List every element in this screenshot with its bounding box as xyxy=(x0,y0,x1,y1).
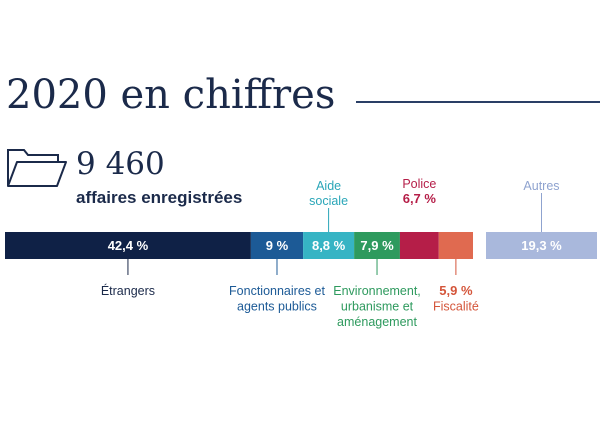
category-label-fonctionnaires-et-agents-publics: agents publics xyxy=(237,300,317,314)
bar-etrangers xyxy=(5,232,251,259)
category-label-environnement-urbanisme-et-amenagement: Environnement, xyxy=(333,284,421,298)
title-rule xyxy=(356,101,600,103)
chart-title: 2020 en chiffres xyxy=(6,72,336,118)
total-cases-label: affaires enregistrées xyxy=(76,188,243,207)
bar-aide-sociale xyxy=(303,232,355,259)
bar-environnement-urbanisme-et-amenagement xyxy=(354,232,400,259)
category-label-aide-sociale: sociale xyxy=(309,194,348,208)
total-cases-number: 9 460 xyxy=(76,146,165,182)
value-label-fonctionnaires-et-agents-publics: 9 % xyxy=(266,238,289,253)
value-label-etrangers: 42,4 % xyxy=(108,238,149,253)
category-label-fonctionnaires-et-agents-publics: Fonctionnaires et xyxy=(229,284,325,298)
bar-police xyxy=(399,232,439,259)
category-label-etrangers: Étrangers xyxy=(101,283,155,298)
category-label-aide-sociale: Aide xyxy=(316,179,341,193)
category-label-environnement-urbanisme-et-amenagement: aménagement xyxy=(337,315,417,329)
value-label-police: 6,7 % xyxy=(403,191,437,206)
value-label-autres: 19,3 % xyxy=(521,238,562,253)
bar-autres xyxy=(486,232,597,259)
bar-fiscalite xyxy=(438,232,473,259)
category-label-fiscalite: Fiscalité xyxy=(433,300,479,314)
value-label-aide-sociale: 8,8 % xyxy=(312,238,346,253)
bar-fonctionnaires-et-agents-publics xyxy=(250,232,304,259)
value-label-fiscalite: 5,9 % xyxy=(439,283,473,298)
category-label-environnement-urbanisme-et-amenagement: urbanisme et xyxy=(341,300,414,314)
category-label-autres: Autres xyxy=(523,179,559,193)
folder-icon xyxy=(6,146,68,195)
category-label-police: Police xyxy=(402,177,436,191)
value-label-environnement-urbanisme-et-amenagement: 7,9 % xyxy=(360,238,394,253)
